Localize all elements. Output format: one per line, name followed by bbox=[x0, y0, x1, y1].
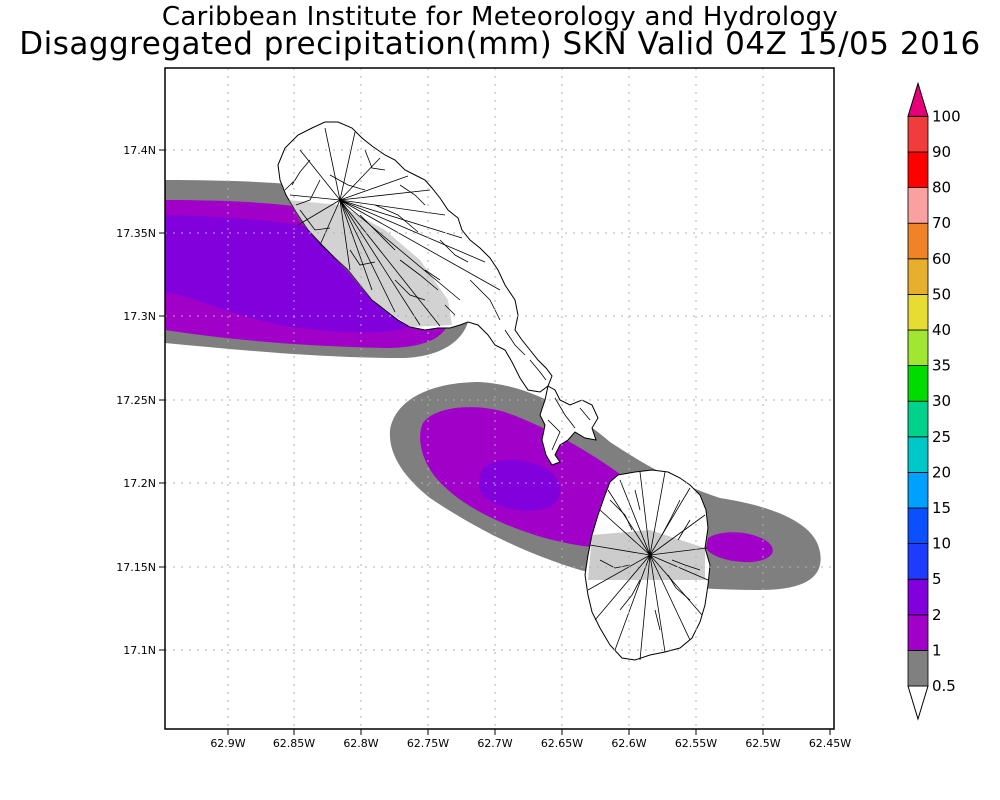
st-kitts-drainage-lines bbox=[284, 127, 547, 381]
colorbar-label: 60 bbox=[932, 250, 951, 268]
axis-ticks bbox=[159, 149, 831, 735]
colorbar-lower-arrow bbox=[907, 685, 929, 721]
colorbar-segment bbox=[907, 578, 929, 616]
colorbar-label: 1 bbox=[932, 641, 942, 659]
colorbar-label: 20 bbox=[932, 463, 951, 481]
longitude-labels: 62.9W 62.85W 62.8W 62.75W 62.7W 62.65W 6… bbox=[210, 737, 851, 750]
lat-label: 17.15N bbox=[116, 561, 156, 574]
colorbar-segment bbox=[907, 329, 929, 366]
lon-label: 62.45W bbox=[809, 737, 851, 750]
lon-label: 62.75W bbox=[407, 737, 449, 750]
lat-label: 17.2N bbox=[123, 477, 156, 490]
colorbar-label: 25 bbox=[932, 428, 951, 446]
colorbar-segment bbox=[907, 187, 929, 224]
precip-band-1-east bbox=[706, 532, 773, 563]
colorbar-label: 40 bbox=[932, 321, 951, 339]
colorbar-label: 50 bbox=[932, 285, 951, 303]
colorbar-segment bbox=[907, 507, 929, 544]
colorbar-label: 90 bbox=[932, 143, 951, 161]
lon-label: 62.7W bbox=[477, 737, 512, 750]
latitude-labels: 17.4N 17.35N 17.3N 17.25N 17.2N 17.15N 1… bbox=[116, 144, 156, 657]
colorbar-segment bbox=[907, 400, 929, 438]
colorbar-upper-arrow bbox=[907, 81, 929, 117]
lon-label: 62.6W bbox=[611, 737, 646, 750]
map-title-institute: Caribbean Institute for Meteorology and … bbox=[161, 2, 839, 32]
map-title-product: Disaggregated precipitation(mm) SKN Vali… bbox=[19, 26, 981, 62]
lon-label: 62.5W bbox=[745, 737, 780, 750]
lat-label: 17.4N bbox=[123, 144, 156, 157]
lat-label: 17.1N bbox=[123, 644, 156, 657]
colorbar-label: 0.5 bbox=[932, 677, 956, 695]
colorbar-label: 10 bbox=[932, 535, 951, 553]
lon-label: 62.9W bbox=[210, 737, 245, 750]
lon-label: 62.65W bbox=[541, 737, 583, 750]
colorbar-segment bbox=[907, 471, 929, 509]
lat-label: 17.25N bbox=[116, 394, 156, 407]
lon-label: 62.85W bbox=[273, 737, 315, 750]
colorbar-segment bbox=[907, 293, 929, 331]
lon-label: 62.55W bbox=[675, 737, 717, 750]
colorbar-label: 30 bbox=[932, 392, 951, 410]
colorbar-segment bbox=[907, 650, 929, 687]
colorbar-label: 100 bbox=[932, 107, 961, 125]
colorbar-label: 80 bbox=[932, 179, 951, 197]
lat-label: 17.35N bbox=[116, 227, 156, 240]
map-plot-area: 62.9W 62.85W 62.8W 62.75W 62.7W 62.65W 6… bbox=[116, 67, 851, 750]
colorbar-segment bbox=[907, 116, 929, 153]
colorbar-segment bbox=[907, 614, 929, 651]
colorbar-label: 2 bbox=[932, 606, 942, 624]
st-kitts-outline bbox=[277, 121, 553, 393]
nevis-outline bbox=[584, 469, 711, 661]
lon-label: 62.8W bbox=[343, 737, 378, 750]
colorbar-segment bbox=[907, 365, 929, 402]
nevis-island bbox=[584, 469, 711, 661]
lat-label: 17.3N bbox=[123, 310, 156, 323]
colorbar-label: 70 bbox=[932, 214, 951, 232]
colorbar-label: 35 bbox=[932, 357, 951, 375]
colorbar-segment bbox=[907, 258, 929, 295]
colorbar-segment bbox=[907, 436, 929, 473]
st-kitts-island bbox=[277, 121, 599, 466]
colorbar-segment bbox=[907, 543, 929, 580]
precip-field-se bbox=[389, 382, 821, 590]
colorbar-label: 5 bbox=[932, 570, 942, 588]
colorbar-segment bbox=[907, 151, 929, 188]
precip-band-2-se bbox=[479, 459, 561, 511]
colorbar-segment bbox=[907, 222, 929, 260]
colorbar-label: 15 bbox=[932, 499, 951, 517]
map-frame bbox=[164, 67, 835, 730]
